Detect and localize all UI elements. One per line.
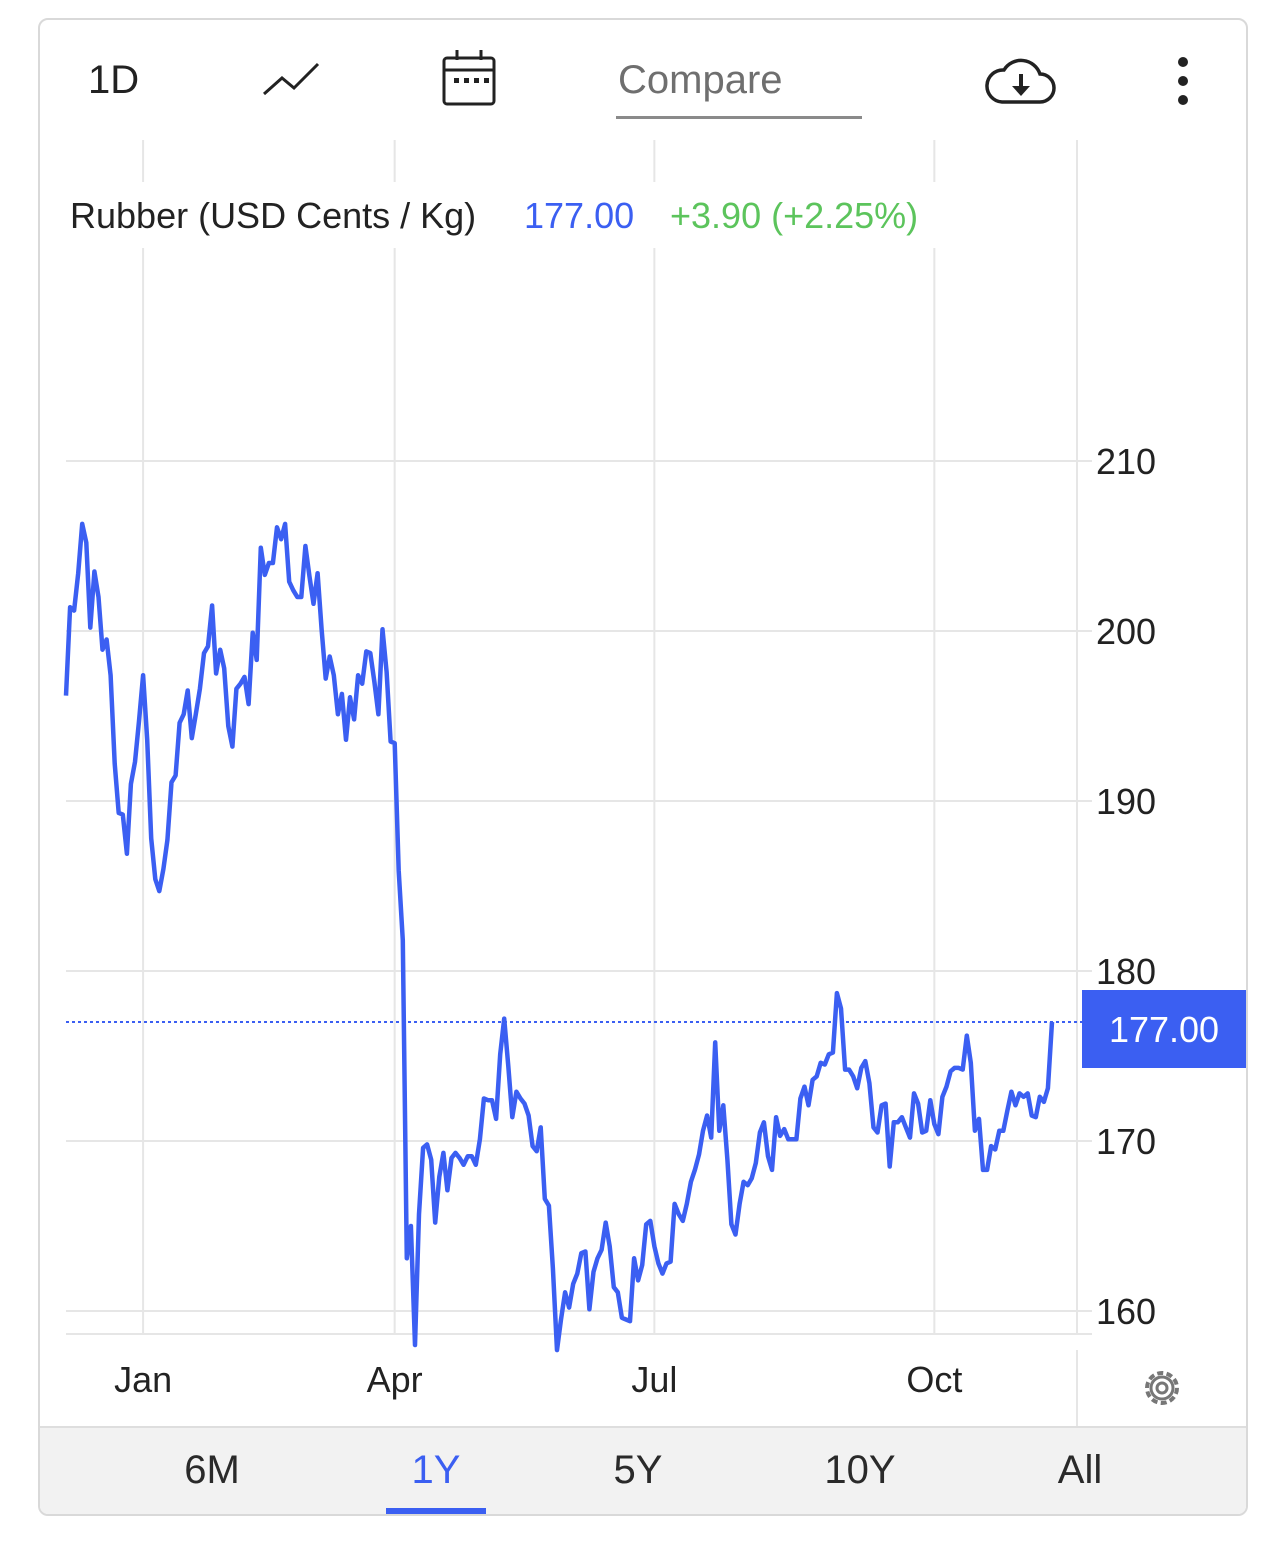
x-tick-label: Jan [114,1359,172,1400]
series-line-group [63,521,1055,1353]
last-value-marker: 177.00 [66,990,1246,1068]
y-tick-label: 160 [1096,1291,1156,1332]
range-button-all[interactable]: All [1057,1448,1103,1492]
cloud-download-icon[interactable] [985,58,1056,104]
range-button-1y[interactable]: 1Y [411,1448,461,1492]
price-chart: 160 170 180 190 200 210 Jan Apr Jul Oct Rubber (… [62,50,1246,1426]
active-range-underline [386,1508,486,1514]
x-axis: Jan Apr Jul Oct [114,1359,962,1400]
compare-input[interactable]: Compare [616,50,862,119]
gear-icon[interactable] [1145,1371,1179,1405]
compare-placeholder: Compare [618,58,783,102]
y-tick-label: 180 [1096,951,1156,992]
more-vertical-icon[interactable] [1178,57,1188,105]
interval-selector[interactable]: 1D [88,58,140,102]
last-value-label: 177.00 [1109,1009,1219,1050]
legend-background [62,182,942,248]
y-tick-label: 200 [1096,611,1156,652]
range-button-5y[interactable]: 5Y [613,1448,663,1492]
range-button-10y[interactable]: 10Y [824,1448,896,1492]
y-tick-label: 210 [1096,441,1156,482]
y-tick-label: 170 [1096,1121,1156,1162]
x-tick-label: Oct [906,1359,962,1400]
legend-price: 177.00 [524,195,634,236]
line-chart-icon[interactable] [263,62,320,96]
y-axis: 160 170 180 190 200 210 [1096,441,1156,1332]
range-selector: 6M 1Y 5Y 10Y All [40,1426,1246,1514]
last-value-badge [1082,990,1246,1068]
legend-series-name: Rubber (USD Cents / Kg) [70,195,476,236]
y-tick-label: 190 [1096,781,1156,822]
grid [66,140,1092,1426]
series-line [63,521,1055,1353]
chart-widget: 1D Compare 160 170 180 190 20 [38,18,1248,1516]
x-tick-label: Apr [367,1359,423,1400]
x-tick-label: Jul [631,1359,677,1400]
range-button-6m[interactable]: 6M [184,1448,240,1492]
calendar-icon[interactable] [442,50,496,106]
legend-change: +3.90 (+2.25%) [670,195,918,236]
